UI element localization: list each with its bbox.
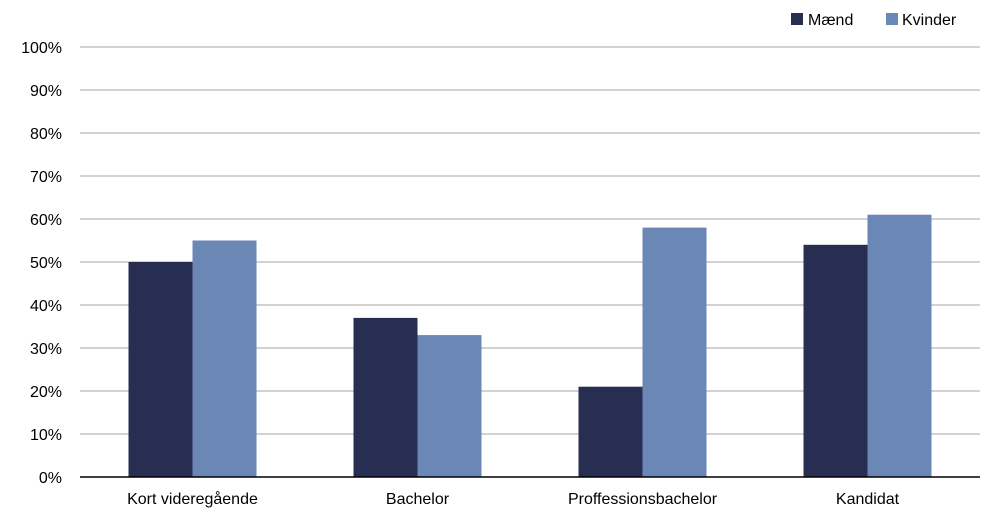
y-tick-label: 80% <box>30 126 62 143</box>
y-tick-label: 90% <box>30 83 62 100</box>
x-category-label: Bachelor <box>386 491 450 508</box>
y-tick-label: 70% <box>30 169 62 186</box>
legend-label-kvinder: Kvinder <box>902 12 957 29</box>
bar-kvinder <box>642 227 707 477</box>
x-category-label: Kandidat <box>836 491 900 508</box>
bar-kvinder <box>192 240 257 477</box>
y-tick-label: 50% <box>30 255 62 272</box>
y-tick-label: 100% <box>21 40 62 57</box>
bar-kvinder <box>867 214 932 477</box>
bar-maend <box>578 386 643 477</box>
x-category-label: Kort videregående <box>127 490 258 508</box>
x-category-label: Proffessionsbachelor <box>568 491 718 508</box>
bar-maend <box>353 317 418 477</box>
bar-maend <box>803 244 868 477</box>
y-tick-label: 60% <box>30 212 62 229</box>
bars <box>128 214 932 477</box>
legend-swatch-kvinder <box>886 13 898 25</box>
y-tick-label: 20% <box>30 384 62 401</box>
y-tick-label: 30% <box>30 341 62 358</box>
y-axis-tick-labels: 0% 10% 20% 30% 40% 50% 60% 70% 80% 90% 100% <box>21 40 62 487</box>
y-tick-label: 10% <box>30 427 62 444</box>
y-tick-label: 0% <box>39 470 62 487</box>
x-axis-category-labels: Kort videregående Bachelor Proffessionsbac… <box>127 490 900 508</box>
bar-kvinder <box>417 335 482 477</box>
y-tick-label: 40% <box>30 298 62 315</box>
legend-swatch-maend <box>791 13 803 25</box>
legend-label-maend: Mænd <box>808 12 853 29</box>
legend: Mænd Kvinder <box>791 12 957 29</box>
bar-maend <box>128 262 193 477</box>
